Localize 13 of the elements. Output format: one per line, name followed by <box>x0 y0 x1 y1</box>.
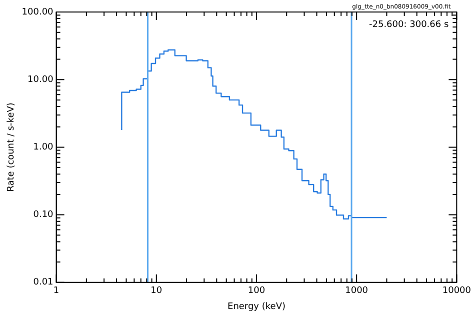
y-axis-title: Rate (count / s-keV) <box>6 102 17 192</box>
annotation: -25.600: 300.66 s <box>368 20 449 30</box>
y-tick-label: 0.01 <box>33 278 54 288</box>
x-tick-label: 1 <box>53 286 60 296</box>
x-tick-label: 10 <box>150 286 162 296</box>
x-tick-label: 100 <box>248 286 266 296</box>
x-tick-label: 10000 <box>442 286 472 296</box>
y-tick-label: 10.00 <box>28 74 54 85</box>
y-tick-label: 100.00 <box>22 7 54 18</box>
y-tick-label: 0.10 <box>33 210 54 220</box>
x-tick-label: 1000 <box>345 286 368 296</box>
y-tick-label: 1.00 <box>33 142 54 153</box>
x-axis-title: Energy (keV) <box>227 302 286 312</box>
